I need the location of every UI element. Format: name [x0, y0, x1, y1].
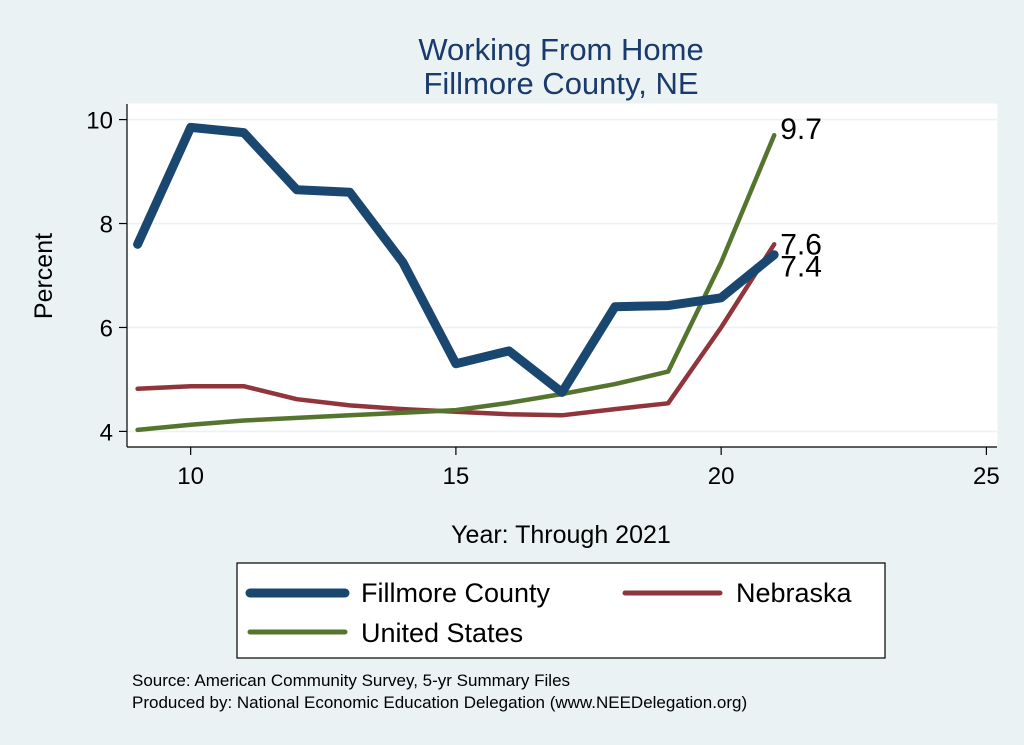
x-tick-label: 20	[708, 463, 735, 490]
source-note: Source: American Community Survey, 5-yr …	[132, 671, 570, 690]
y-tick-label: 4	[100, 419, 113, 446]
legend-box	[236, 562, 886, 659]
legend-label-nebraska: Nebraska	[736, 578, 853, 608]
x-axis-label: Year: Through 2021	[451, 521, 671, 549]
legend: Fillmore County Nebraska United States	[236, 562, 886, 659]
chart-subtitle: Fillmore County, NE	[423, 66, 698, 101]
x-tick-label: 10	[177, 463, 204, 490]
y-tick-label: 6	[100, 315, 113, 342]
end-labels: 7.47.6 9.7	[780, 113, 822, 284]
x-tick-labels: 10 15 20 25	[177, 463, 999, 490]
series-line-united-states	[135, 132, 777, 433]
chart-title: Working From Home	[418, 32, 703, 67]
series-line-fillmore-county	[133, 122, 779, 397]
gridlines	[127, 118, 997, 433]
x-tick-label: 15	[443, 463, 470, 490]
axes	[119, 104, 997, 455]
y-tick-label: 10	[86, 108, 113, 135]
legend-label-united-states: United States	[361, 618, 523, 648]
end-label-united-states: 9.7	[780, 113, 822, 146]
y-tick-label: 8	[100, 212, 113, 239]
end-label-fillmore-county: 7.4	[780, 251, 822, 284]
produced-by-note: Produced by: National Economic Education…	[132, 693, 747, 712]
y-axis-label: Percent	[30, 233, 58, 319]
x-tick-label: 25	[973, 463, 1000, 490]
legend-label-fillmore-county: Fillmore County	[361, 578, 551, 608]
series-lines	[133, 122, 779, 433]
end-label-nebraska: 7.6	[780, 228, 822, 261]
y-tick-labels: 4 6 8 10	[86, 108, 113, 447]
